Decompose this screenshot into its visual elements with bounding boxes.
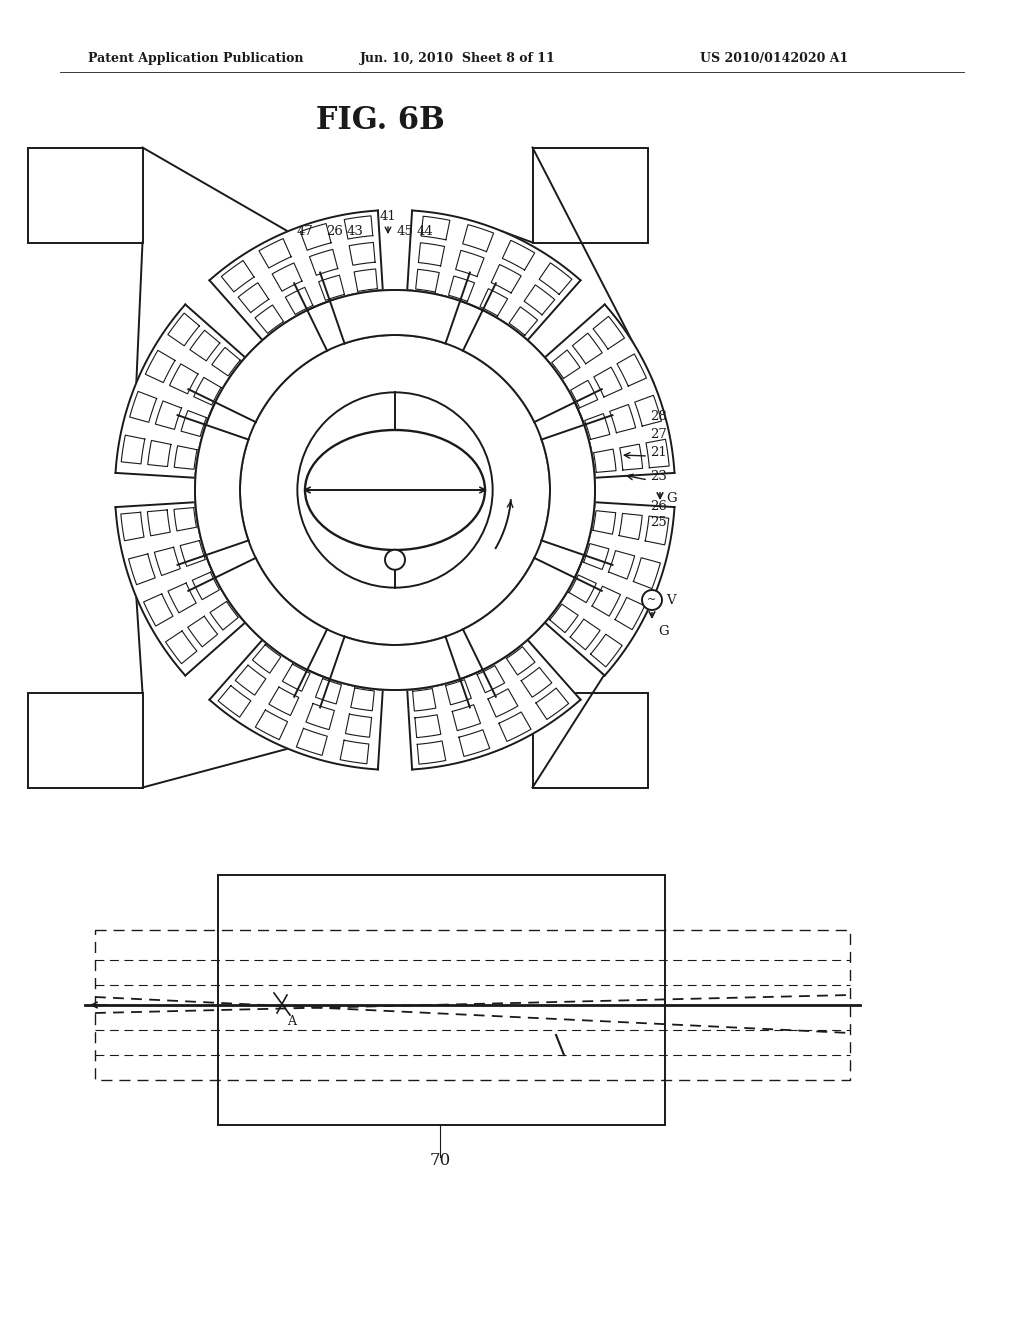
Text: 21: 21: [650, 446, 667, 459]
Text: US 2010/0142020 A1: US 2010/0142020 A1: [700, 51, 848, 65]
Text: FIG. 6B: FIG. 6B: [315, 106, 444, 136]
Polygon shape: [330, 290, 460, 343]
Circle shape: [297, 392, 493, 587]
Polygon shape: [542, 425, 595, 556]
Polygon shape: [545, 502, 675, 676]
Text: 41: 41: [380, 210, 396, 223]
Text: 47: 47: [297, 224, 313, 238]
Polygon shape: [330, 636, 460, 690]
Circle shape: [642, 590, 662, 610]
Bar: [532, 148, 647, 243]
Polygon shape: [215, 310, 327, 422]
Text: Jun. 10, 2010  Sheet 8 of 11: Jun. 10, 2010 Sheet 8 of 11: [360, 51, 556, 65]
Text: 15: 15: [398, 465, 415, 478]
Text: V: V: [666, 594, 676, 606]
Text: 25: 25: [650, 516, 667, 529]
Polygon shape: [210, 210, 383, 341]
Text: 45: 45: [396, 224, 414, 238]
Text: 28: 28: [650, 411, 667, 422]
Polygon shape: [210, 640, 383, 770]
Text: 18: 18: [336, 465, 353, 478]
Text: Patent Application Publication: Patent Application Publication: [88, 51, 303, 65]
Text: 26: 26: [650, 500, 667, 513]
Polygon shape: [116, 305, 245, 478]
Bar: [218, 875, 665, 1125]
Polygon shape: [408, 640, 581, 770]
Text: 26: 26: [327, 224, 343, 238]
Polygon shape: [116, 502, 245, 676]
Bar: [28, 693, 142, 788]
Text: G: G: [666, 491, 677, 504]
Text: 44: 44: [417, 224, 433, 238]
Text: 70: 70: [429, 1152, 451, 1170]
Ellipse shape: [305, 430, 485, 550]
Text: G: G: [658, 624, 669, 638]
Bar: [532, 693, 647, 788]
Text: 27: 27: [650, 428, 667, 441]
Polygon shape: [463, 558, 574, 669]
Circle shape: [385, 549, 406, 570]
Bar: [28, 148, 142, 243]
Polygon shape: [195, 425, 249, 556]
Text: 20: 20: [403, 500, 420, 513]
Polygon shape: [463, 310, 574, 422]
Polygon shape: [215, 558, 327, 669]
Text: 23: 23: [650, 470, 667, 483]
Text: ~: ~: [647, 595, 656, 605]
Text: 43: 43: [346, 224, 364, 238]
Polygon shape: [408, 210, 581, 341]
Text: A: A: [287, 1015, 296, 1028]
Polygon shape: [545, 305, 675, 478]
